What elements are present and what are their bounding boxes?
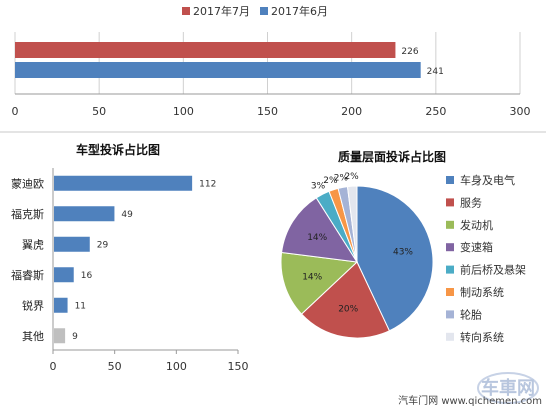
data-label: 112 [199, 179, 216, 189]
bar [54, 206, 115, 222]
watermark-logo: 车車网 [481, 377, 535, 399]
vehicle-chart-title: 车型投诉占比图 [76, 142, 160, 157]
legend-swatch [446, 288, 454, 296]
category-label: 福克斯 [11, 207, 44, 221]
tick-label: 300 [510, 105, 531, 118]
bar [54, 236, 90, 252]
legend-swatch [446, 310, 454, 319]
legend-label: 发动机 [460, 218, 493, 232]
pie-slice [281, 197, 358, 263]
legend-label-1: 2017年7月 [193, 4, 250, 18]
data-label: 16 [81, 271, 93, 281]
tick-label: 50 [92, 105, 106, 118]
pie-chart-title: 质量层面投诉占比图 [338, 149, 446, 164]
data-label: 49 [121, 210, 133, 220]
pie-slice [280, 251, 359, 315]
bar [54, 267, 74, 283]
legend-label-2: 2017年6月 [271, 4, 328, 18]
tick-label: 100 [166, 360, 187, 373]
bar [15, 62, 421, 78]
bar [54, 297, 68, 313]
watermark-text: 汽车门网 www.qichemen.com [398, 394, 542, 407]
pie-value-label: 3% [311, 181, 326, 191]
watermark: 车車网 汽车门网 www.qichemen.com [398, 372, 542, 407]
legend-swatch [446, 243, 454, 252]
data-label: 29 [97, 240, 109, 250]
legend-label: 前后桥及悬架 [460, 263, 526, 277]
tick-label: 150 [228, 360, 249, 373]
data-label: 241 [427, 67, 444, 77]
legend-label: 变速箱 [460, 240, 493, 254]
pie-slice [356, 185, 434, 332]
legend-label: 转向系统 [460, 330, 504, 344]
legend-swatch [446, 220, 454, 229]
top-bar-chart: 2017年7月 2017年6月 226 241 0 50 100 150 200 250 300 [12, 4, 531, 118]
legend-swatch-1 [182, 7, 190, 15]
tick-label: 100 [173, 105, 194, 118]
tick-label: 150 [257, 105, 278, 118]
legend-label: 轮胎 [460, 307, 482, 321]
pie-value-label: 20% [338, 304, 358, 314]
tick-label: 0 [50, 360, 57, 373]
legend-label: 车身及电气 [460, 173, 515, 187]
pie-slice [300, 261, 391, 339]
pie-value-label: 2% [344, 172, 359, 182]
pie-value-label: 14% [302, 273, 322, 283]
bar [54, 328, 66, 344]
tick-label: 250 [425, 105, 446, 118]
legend-label: 服务 [460, 196, 482, 209]
category-label: 蒙迪欧 [11, 177, 44, 190]
category-label: 锐界 [22, 298, 44, 312]
legend-swatch [446, 176, 454, 184]
category-label: 福睿斯 [11, 268, 44, 282]
tick-label: 50 [108, 360, 122, 373]
category-label: 翼虎 [22, 238, 44, 251]
legend-swatch [446, 198, 454, 207]
legend-swatch [446, 332, 454, 341]
tick-label: 0 [12, 105, 19, 118]
pie-slice [346, 185, 358, 263]
category-label: 其他 [22, 330, 44, 343]
legend-label: 制动系统 [460, 286, 504, 299]
pie-value-label: 2% [334, 174, 349, 184]
legend-swatch [446, 265, 454, 274]
bar [15, 42, 396, 58]
pie-value-label: 2% [323, 176, 338, 186]
pie-value-label: 14% [307, 233, 327, 243]
data-label: 226 [401, 47, 418, 57]
pie-value-label: 43% [393, 248, 413, 258]
data-label: 9 [72, 332, 78, 342]
bar [54, 175, 193, 191]
legend-swatch-2 [260, 7, 268, 15]
data-label: 11 [75, 301, 86, 311]
tick-label: 200 [341, 105, 362, 118]
watermark-logo-ring [477, 372, 539, 404]
quality-pie-chart: 质量层面投诉占比图 43%20%14%14%3%2%2%2% 车身及电气服务发动机… [280, 149, 526, 344]
